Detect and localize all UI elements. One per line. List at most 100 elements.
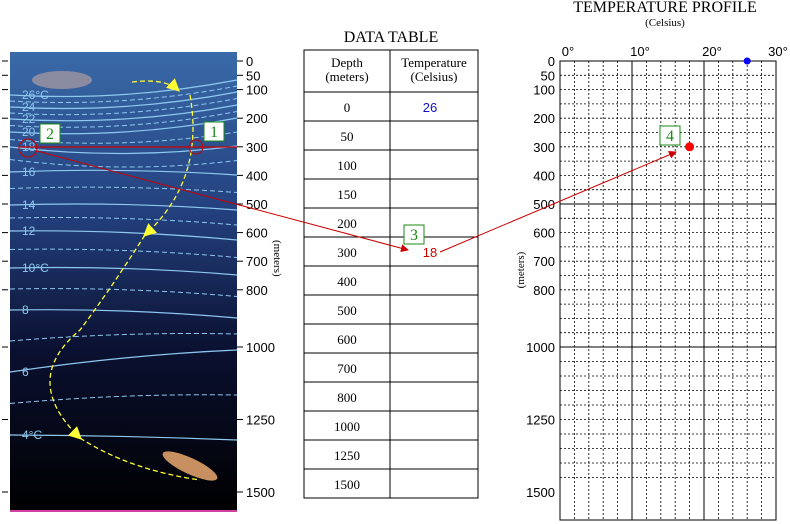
x-tick-label: 20° bbox=[702, 44, 722, 59]
step-marker-label: 3 bbox=[410, 227, 418, 244]
chart-title: TEMPERATURE PROFILE bbox=[573, 0, 757, 16]
y-tick-label: 200 bbox=[533, 111, 555, 126]
ocean-floor-line bbox=[10, 510, 237, 512]
isotherm-label: 4°C bbox=[22, 428, 42, 442]
x-tick-label: 0° bbox=[562, 44, 574, 59]
isotherm-label: 24 bbox=[22, 100, 36, 114]
table-depth-cell: 400 bbox=[337, 274, 357, 289]
scale-label: 400 bbox=[246, 168, 268, 183]
isotherm-line-dashed bbox=[9, 131, 238, 144]
table-title: DATA TABLE bbox=[344, 29, 438, 46]
whale-dive-path bbox=[79, 437, 201, 481]
highlight-circle bbox=[188, 139, 204, 155]
isotherm-label: 14 bbox=[22, 198, 36, 212]
y-tick-label: 600 bbox=[533, 226, 555, 241]
step-marker-label: 1 bbox=[210, 124, 218, 141]
y-axis-label: (meters) bbox=[515, 251, 527, 288]
scale-label: 0 bbox=[246, 54, 253, 69]
scale-label: 800 bbox=[246, 283, 268, 298]
step-marker-label: 2 bbox=[46, 126, 54, 143]
y-tick-label: 100 bbox=[533, 83, 555, 98]
data-point bbox=[743, 57, 751, 65]
data-point bbox=[685, 142, 695, 152]
isotherm-line bbox=[9, 91, 238, 110]
isotherm-label: 20 bbox=[22, 125, 36, 139]
table-depth-cell: 200 bbox=[337, 216, 357, 231]
isotherm-line-dashed bbox=[9, 288, 238, 297]
isotherm-line-dashed bbox=[9, 394, 238, 404]
x-tick-label: 10° bbox=[630, 44, 650, 59]
table-depth-cell: 0 bbox=[344, 100, 351, 115]
table-depth-cell: 1500 bbox=[334, 477, 360, 492]
whale-dive-path bbox=[49, 234, 146, 440]
y-tick-label: 400 bbox=[533, 168, 555, 183]
isotherm-line bbox=[9, 266, 238, 276]
x-tick-label: 30° bbox=[768, 44, 788, 59]
table-depth-cell: 1000 bbox=[334, 419, 360, 434]
isotherm-line bbox=[9, 434, 238, 441]
scale-label: 1250 bbox=[246, 413, 275, 428]
scale-label: 600 bbox=[246, 226, 268, 241]
isotherm-line bbox=[9, 104, 238, 122]
table-temperature-cell: 18 bbox=[423, 245, 437, 260]
table-depth-cell: 800 bbox=[337, 390, 357, 405]
table-depth-cell: 700 bbox=[337, 361, 357, 376]
scale-label: 1000 bbox=[246, 340, 275, 355]
chart-frame bbox=[559, 60, 777, 521]
isotherm-label: 16 bbox=[22, 165, 36, 179]
table-header: (meters) bbox=[325, 69, 368, 84]
isotherm-line bbox=[9, 230, 238, 241]
isotherm-label: 10°C bbox=[22, 261, 49, 275]
scale-label: 700 bbox=[246, 254, 268, 269]
y-tick-label: 0 bbox=[548, 54, 555, 69]
scale-label: 50 bbox=[246, 68, 260, 83]
isotherm-label: 12 bbox=[22, 224, 36, 238]
table-depth-cell: 100 bbox=[337, 158, 357, 173]
table-depth-cell: 150 bbox=[337, 187, 357, 202]
isotherm-label: 8 bbox=[22, 303, 29, 317]
table-depth-cell: 300 bbox=[337, 245, 357, 260]
isotherm-line bbox=[9, 169, 238, 176]
table-border bbox=[303, 49, 479, 499]
isotherm-label: 26°C bbox=[22, 88, 49, 102]
y-tick-label: 800 bbox=[533, 283, 555, 298]
isotherm-line bbox=[9, 349, 238, 373]
step-marker-box bbox=[659, 125, 681, 146]
isotherm-label: 22 bbox=[22, 112, 36, 126]
scale-label: 100 bbox=[246, 83, 268, 98]
units-label: (meters) bbox=[271, 240, 283, 277]
table-depth-cell: 1250 bbox=[334, 448, 360, 463]
isotherm-line bbox=[9, 79, 238, 98]
whale-image bbox=[32, 71, 92, 89]
data-table: DATA TABLE Depth(meters) Temperature(Celsi… bbox=[303, 29, 479, 499]
y-tick-label: 1000 bbox=[526, 340, 555, 355]
table-header: (Celsius) bbox=[411, 69, 458, 84]
isotherm-line bbox=[9, 203, 238, 211]
scale-label: 1500 bbox=[246, 485, 275, 500]
scale-label: 300 bbox=[246, 140, 268, 155]
table-temperature-cell: 26 bbox=[423, 100, 437, 115]
step-marker-box bbox=[203, 121, 225, 142]
isotherm-line-dashed bbox=[9, 248, 238, 258]
isotherm-line-dashed bbox=[9, 186, 238, 193]
whale-dive-path bbox=[143, 94, 194, 237]
isotherm-line-dashed bbox=[9, 332, 238, 342]
chart-subtitle: (Celsius) bbox=[645, 17, 685, 29]
squid-image bbox=[162, 451, 218, 481]
highlight-circle bbox=[18, 138, 38, 158]
whale-dive-path bbox=[131, 78, 180, 92]
ocean-cross-section: 26°C2422201816141210°C864°C0501002003004… bbox=[2, 52, 283, 512]
pointer-arrow bbox=[36, 150, 409, 253]
table-depth-cell: 500 bbox=[337, 303, 357, 318]
table-header: Temperature bbox=[401, 55, 467, 70]
isotherm-line bbox=[9, 145, 238, 155]
isotherm-line-dashed bbox=[9, 159, 238, 168]
scale-label: 200 bbox=[246, 111, 268, 126]
y-tick-label: 700 bbox=[533, 254, 555, 269]
step-marker-box bbox=[403, 224, 425, 245]
isotherm-line-dashed bbox=[9, 216, 238, 226]
isotherm-line-dashed bbox=[9, 111, 238, 128]
y-tick-label: 50 bbox=[541, 68, 555, 83]
